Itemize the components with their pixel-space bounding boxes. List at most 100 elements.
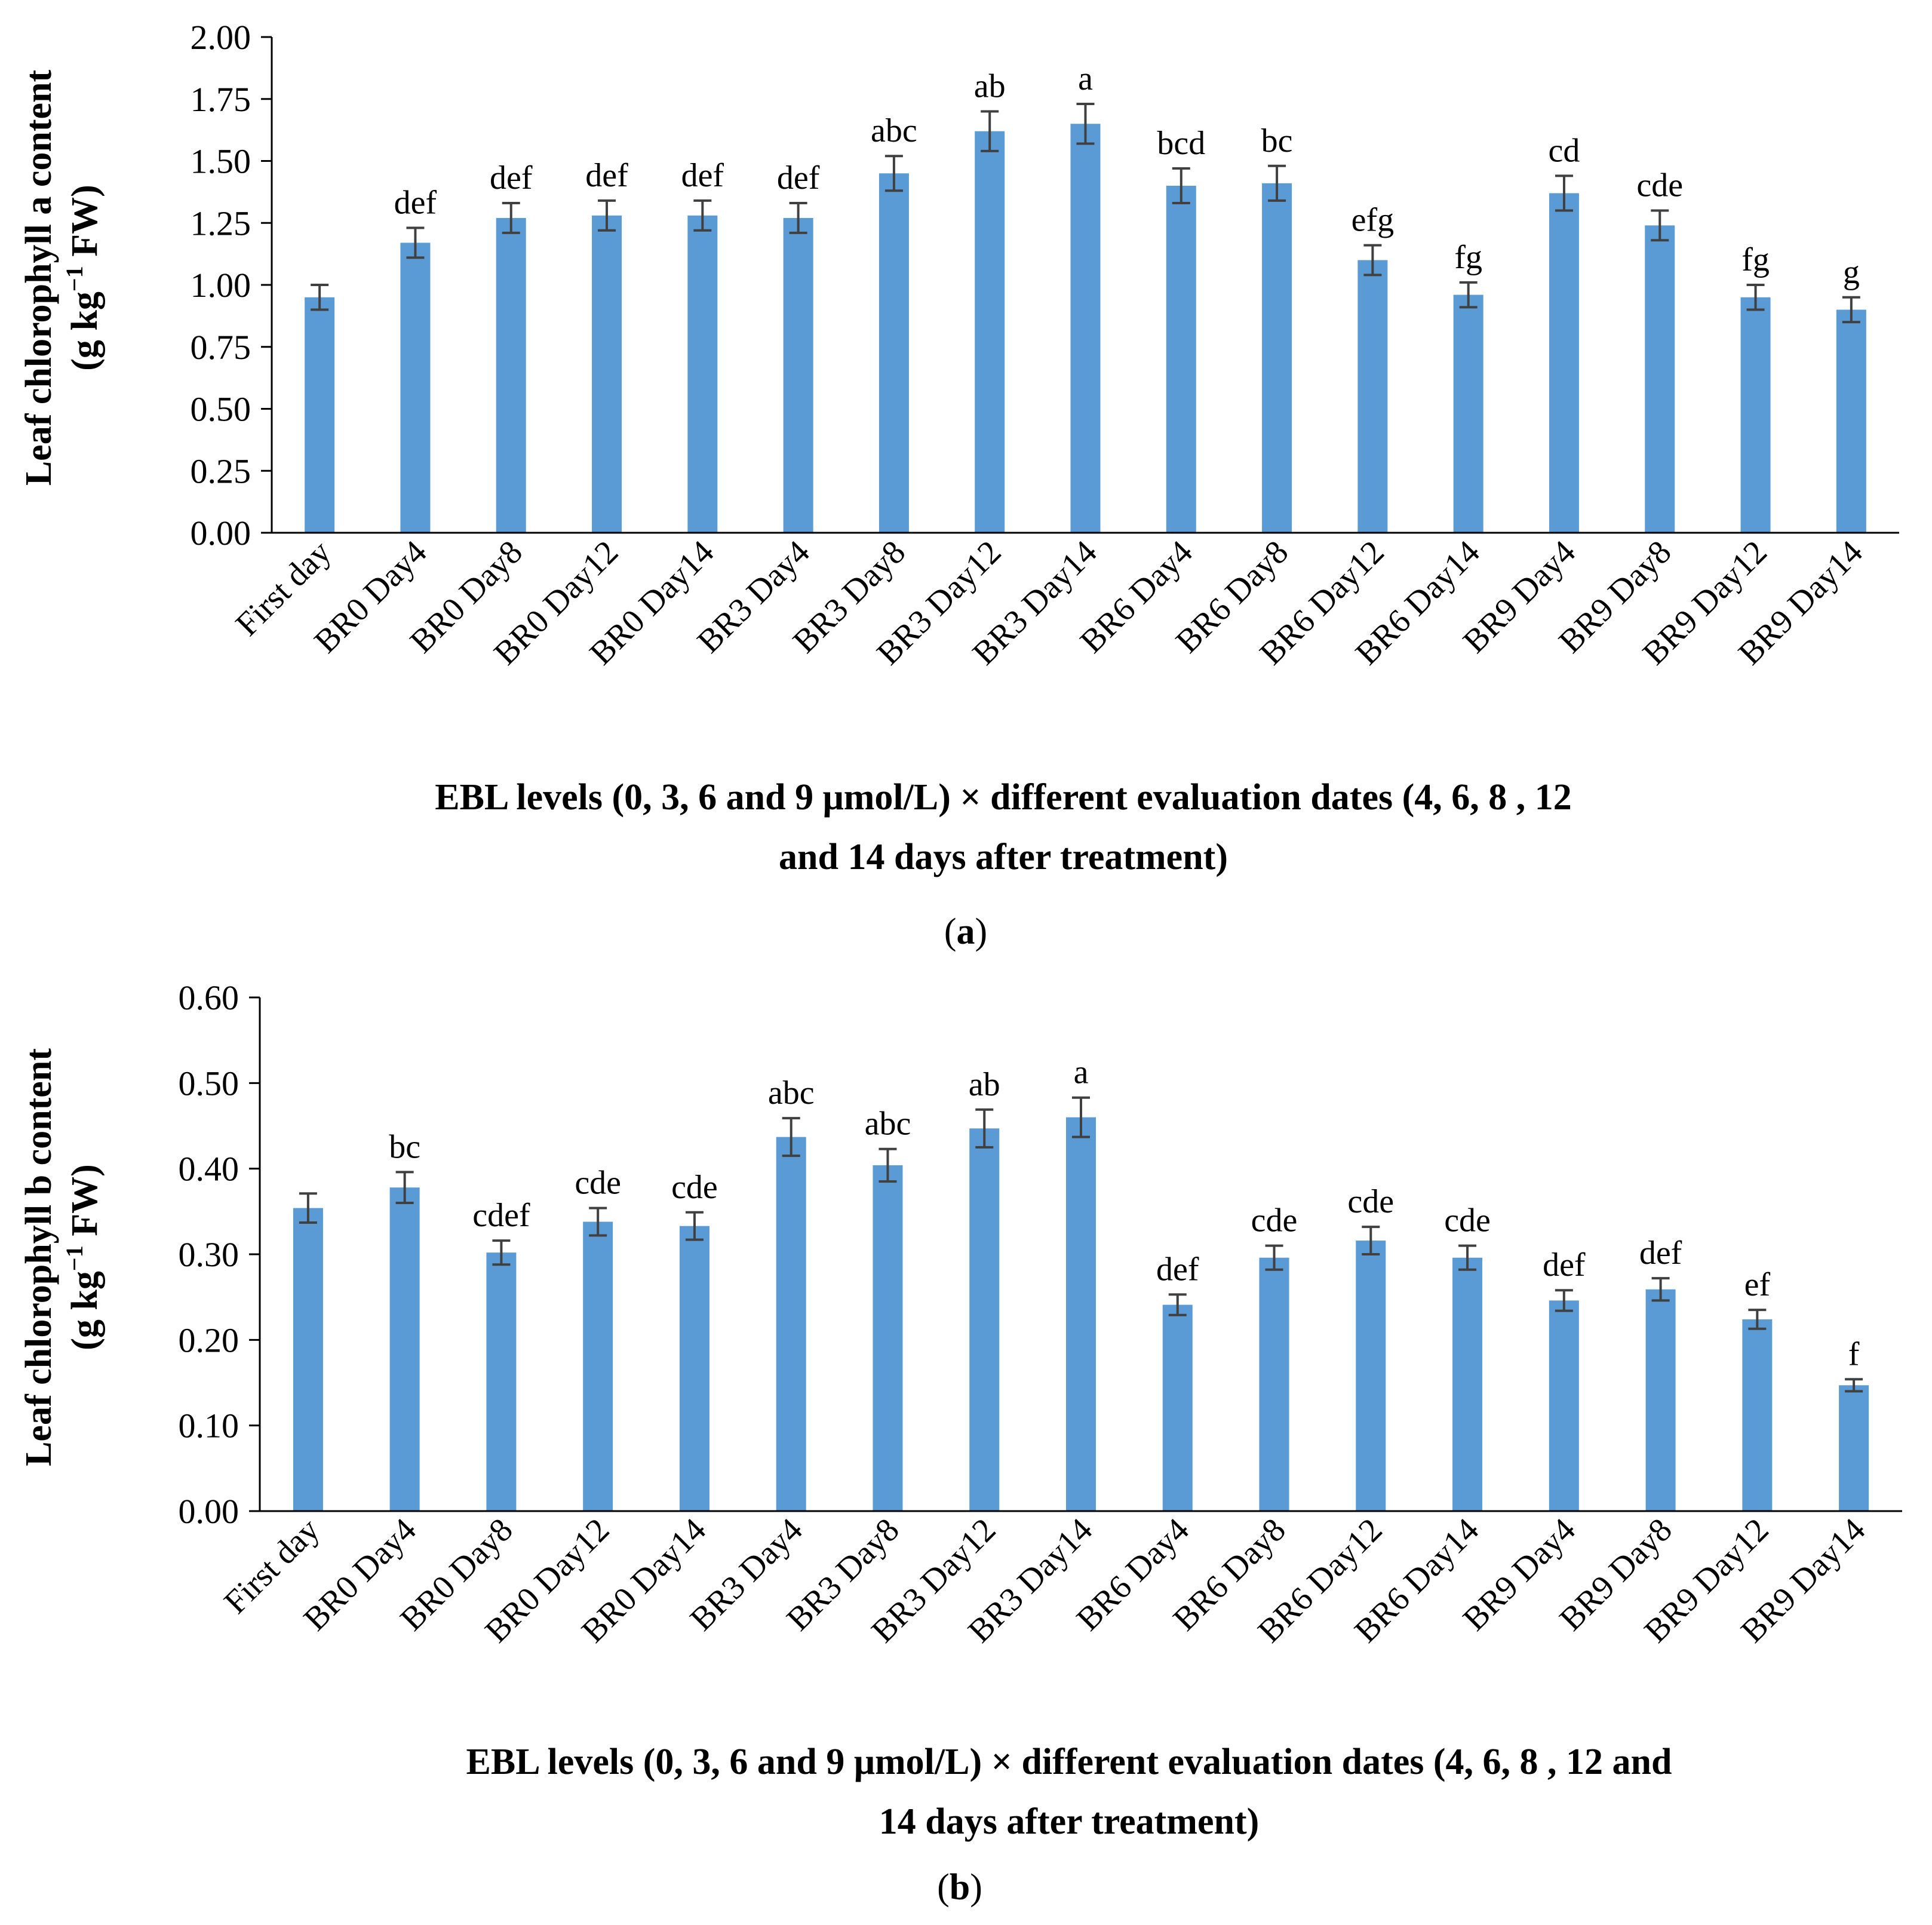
y-axis-unit-prefix-b: (g kg xyxy=(64,1271,105,1350)
significance-label: cde xyxy=(1636,167,1683,204)
bar xyxy=(873,1165,903,1511)
y-tick-label: 0.00 xyxy=(179,1492,239,1531)
significance-label: bcd xyxy=(1157,125,1205,162)
error-bar xyxy=(395,1171,414,1204)
error-bar xyxy=(1363,244,1382,277)
significance-label: abc xyxy=(768,1074,815,1112)
y-tick-label: 1.75 xyxy=(191,80,251,119)
x-axis-title-a-line1: EBL levels (0, 3, 6 and 9 μmol/L) × diff… xyxy=(435,777,1572,818)
significance-label: def xyxy=(1543,1247,1586,1284)
error-bar xyxy=(884,155,903,192)
y-axis-ticks-b: 0.00 0.10 0.20 0.30 0.40 0.50 0.60 xyxy=(179,978,260,1531)
error-bar xyxy=(1172,167,1190,205)
bar xyxy=(1645,1289,1676,1511)
significance-label: def xyxy=(394,185,437,222)
error-bar xyxy=(782,1117,800,1158)
bar xyxy=(879,173,909,533)
bar xyxy=(776,1137,806,1511)
x-axis-title-b-line1: EBL levels (0, 3, 6 and 9 μmol/L) × diff… xyxy=(466,1742,1672,1782)
y-tick-label: 0.75 xyxy=(191,328,251,367)
y-tick-label: 0.20 xyxy=(179,1321,239,1359)
bar xyxy=(496,217,526,533)
bar xyxy=(969,1128,1000,1511)
significance-label: cde xyxy=(1251,1202,1298,1239)
bar xyxy=(1166,186,1196,533)
bar xyxy=(1262,183,1292,533)
y-tick-label: 0.30 xyxy=(179,1235,239,1274)
significance-label: cd xyxy=(1549,132,1580,169)
chart-panel-a: 0.00 0.25 0.50 0.75 1.00 1.25 1.50 1.75 2.00 def… xyxy=(19,18,1899,952)
y-tick-label: 0.60 xyxy=(179,978,239,1017)
significance-label: def xyxy=(1639,1235,1682,1272)
significance-label: bc xyxy=(389,1128,420,1165)
significance-label: f xyxy=(1848,1335,1860,1373)
y-axis-unit-prefix-a: (g kg xyxy=(64,291,105,371)
error-bar xyxy=(1265,1244,1283,1271)
y-axis-title-b-line2: (g kg−1 FW) xyxy=(61,1164,105,1350)
error-bar xyxy=(1458,1244,1477,1271)
significance-label: def xyxy=(777,159,820,197)
bar xyxy=(1162,1304,1193,1511)
bar xyxy=(1070,124,1101,533)
y-tick-label: 0.00 xyxy=(191,514,251,552)
error-bar xyxy=(1168,1293,1187,1316)
error-bar xyxy=(981,110,999,152)
bar xyxy=(486,1252,517,1511)
error-bar xyxy=(1651,1277,1670,1302)
x-axis-title-b-line2: 14 days after treatment) xyxy=(879,1801,1259,1842)
bar xyxy=(293,1208,323,1511)
panel-letter-b: b xyxy=(950,1867,970,1908)
significance-label: def xyxy=(490,159,533,197)
significance-label: cde xyxy=(575,1165,621,1202)
error-bar xyxy=(1362,1226,1380,1255)
bar xyxy=(1836,309,1866,533)
bar xyxy=(1453,294,1483,533)
error-bar xyxy=(598,199,616,232)
x-axis-title-a-line2: and 14 days after treatment) xyxy=(779,837,1228,877)
bar xyxy=(1549,1300,1579,1511)
bars-a xyxy=(305,124,1866,533)
significance-label: def xyxy=(1156,1251,1199,1288)
significance-label: fg xyxy=(1741,241,1770,278)
error-bar xyxy=(685,1211,704,1241)
error-bar xyxy=(693,199,712,232)
significance-label: def xyxy=(585,157,628,194)
bar xyxy=(1549,193,1579,533)
y-axis-title-a-line1: Leaf chlorophyll a content xyxy=(19,69,59,486)
y-axis-unit-suffix-a: FW) xyxy=(64,185,105,266)
panel-letter-a: a xyxy=(957,911,975,952)
error-bar xyxy=(1845,1378,1863,1393)
error-bar xyxy=(1555,1289,1573,1312)
error-bar xyxy=(311,284,329,311)
bar xyxy=(1066,1117,1096,1511)
error-bar xyxy=(492,1239,511,1266)
significance-label: a xyxy=(1078,60,1093,97)
significance-label: cdef xyxy=(472,1197,530,1234)
bar xyxy=(1357,260,1388,533)
bar xyxy=(687,215,718,533)
y-tick-label: 2.00 xyxy=(191,18,251,57)
bar xyxy=(592,215,622,533)
bar xyxy=(1645,225,1675,533)
error-bars-a xyxy=(311,103,1860,324)
significance-label: fg xyxy=(1454,239,1482,276)
bar xyxy=(1259,1257,1289,1511)
significance-label: ab xyxy=(974,68,1006,105)
error-bar xyxy=(1268,164,1286,202)
error-bar xyxy=(1842,296,1860,324)
y-tick-label: 1.25 xyxy=(191,204,251,242)
bar xyxy=(400,242,431,533)
significance-label: cde xyxy=(1444,1202,1491,1239)
significance-labels-a: def def def def def abc ab a bcd bc efg fg cd cde fg g xyxy=(394,60,1860,291)
significance-label: abc xyxy=(871,112,917,149)
significance-label: abc xyxy=(865,1106,911,1143)
y-axis-title-a-line2: (g kg−1 FW) xyxy=(61,185,105,370)
y-tick-label: 0.10 xyxy=(179,1407,239,1445)
y-axis-ticks-a: 0.00 0.25 0.50 0.75 1.00 1.25 1.50 1.75 2.00 xyxy=(191,18,272,552)
significance-label: bc xyxy=(1261,122,1293,159)
y-tick-label: 0.50 xyxy=(179,1064,239,1103)
error-bar xyxy=(975,1108,994,1149)
